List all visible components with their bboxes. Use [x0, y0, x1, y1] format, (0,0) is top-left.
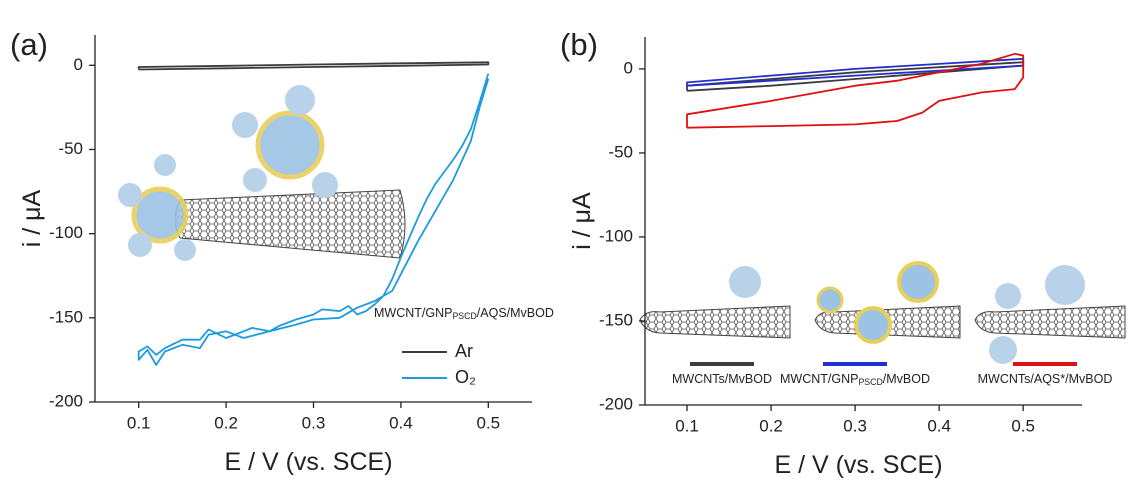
x-tick-label: 0.3	[843, 416, 867, 435]
y-tick-label: -50	[58, 139, 83, 158]
x-tick-label: 0.4	[927, 416, 951, 435]
x-tick-label: 0.1	[675, 416, 699, 435]
series-line	[137, 73, 490, 366]
legend-label: O₂	[455, 367, 476, 387]
plots: (a) 0 -50 -100 -150 -200 0.1 0.2 0.3 0.4 0.5 E / V …	[10, 27, 1112, 479]
y-tick-label: -150	[49, 307, 83, 326]
x-tick-label: 0.3	[302, 413, 326, 432]
nanotube-illustration-a	[118, 85, 406, 261]
annotation: MWCNT/GNPPSCD/AQS/MvBOD	[374, 306, 554, 321]
series-line	[686, 52, 1025, 129]
x-tick-label: 0.1	[127, 413, 151, 432]
x-tick-label: 0.4	[389, 413, 413, 432]
y-tick-label: 0	[74, 55, 83, 74]
x-tick-label: 0.2	[214, 413, 238, 432]
annotation: MWCNT/GNPPSCD/MvBOD	[780, 372, 930, 387]
x-axis-title: E / V (vs. SCE)	[774, 451, 942, 479]
y-axis-title: i / μA	[568, 192, 596, 250]
x-tick-label: 0.5	[476, 413, 500, 432]
annotation: MWCNTs/MvBOD	[672, 372, 772, 386]
series-line	[137, 61, 490, 71]
x-tick-label: 0.2	[759, 416, 783, 435]
y-tick-label: -150	[599, 310, 633, 329]
text-part: /MvBOD	[883, 372, 930, 386]
x-tick-label: 0.5	[1011, 416, 1035, 435]
y-axis-title: i / μA	[18, 189, 46, 247]
y-tick-label: -50	[608, 142, 633, 161]
y-tick-label: -100	[599, 226, 633, 245]
subscript: PSCD	[858, 377, 882, 387]
text-part: MWCNT/GNP	[374, 306, 452, 320]
annotation: MWCNTs/AQS*/MvBOD	[978, 372, 1113, 386]
text-part: MWCNTs/AQS*/MvBOD	[978, 372, 1113, 386]
text-part: /AQS/MvBOD	[477, 306, 554, 320]
text-part: MWCNTs/MvBOD	[672, 372, 772, 386]
panel-label: (a)	[10, 27, 48, 62]
y-tick-label: -100	[49, 223, 83, 242]
x-axis-title: E / V (vs. SCE)	[224, 448, 392, 476]
y-tick-label: -200	[49, 391, 83, 410]
legend-label: Ar	[455, 341, 473, 361]
nanotube-illustrations-b	[639, 261, 1126, 364]
subscript: PSCD	[452, 311, 476, 321]
y-tick-label: -200	[599, 394, 633, 413]
y-tick-label: 0	[624, 58, 633, 77]
text-part: MWCNT/GNP	[780, 372, 858, 386]
panel-label: (b)	[560, 27, 598, 62]
